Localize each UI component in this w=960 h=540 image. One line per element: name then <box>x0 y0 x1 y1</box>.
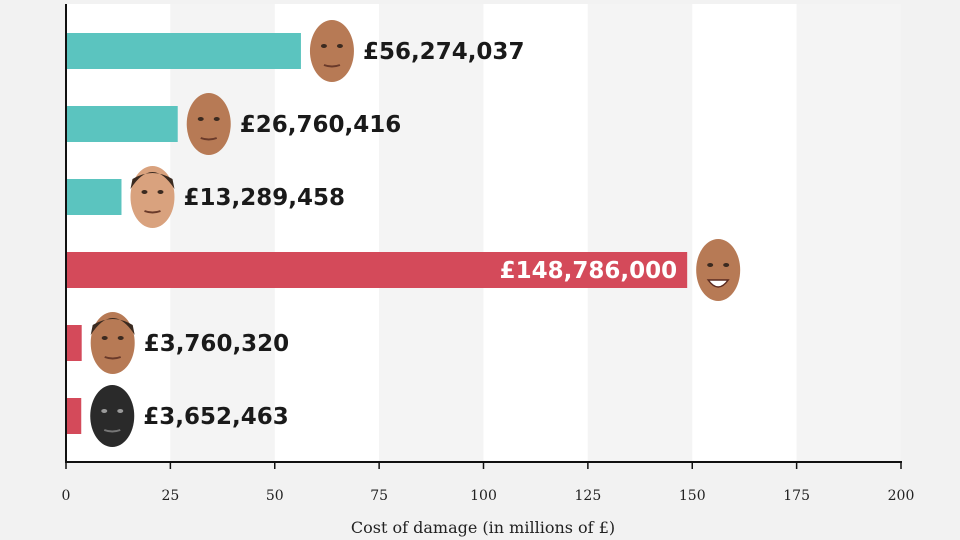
bar <box>66 179 122 215</box>
x-tick-label: 150 <box>679 488 706 504</box>
grid-band <box>66 4 171 462</box>
bar-value-label: £148,786,000 <box>500 258 678 284</box>
x-tick-label: 75 <box>370 488 388 504</box>
bar <box>66 398 82 434</box>
grid-band <box>170 4 275 462</box>
grid-band <box>379 4 484 462</box>
grid-band <box>483 4 588 462</box>
grid-band <box>587 4 693 462</box>
dark-hair-man-face-icon <box>90 312 135 374</box>
bar-group: £26,760,416 <box>66 93 401 155</box>
laughing-man-face-icon <box>696 239 741 301</box>
x-tick-label: 175 <box>783 488 810 504</box>
x-tick-label: 50 <box>266 488 284 504</box>
bar <box>66 252 688 288</box>
bar-value-label: £26,760,416 <box>240 112 402 138</box>
bald-man-face-icon <box>186 93 231 155</box>
bar-value-label: £3,760,320 <box>144 331 290 357</box>
x-axis-ticks: 0 25 50 75 100 125 150 175 200 <box>62 462 915 504</box>
dark-masked-face-icon <box>90 385 135 447</box>
bar-group: £13,289,458 <box>66 166 345 228</box>
x-tick-label: 0 <box>62 488 71 504</box>
bar-group: £56,274,037 <box>66 20 524 82</box>
short-hair-man-face-icon <box>130 166 175 228</box>
bar <box>66 325 82 361</box>
x-axis-title: Cost of damage (in millions of £) <box>351 518 615 537</box>
bar-group: £3,652,463 <box>66 385 289 447</box>
x-tick-label: 125 <box>575 488 602 504</box>
bar-value-label: £56,274,037 <box>363 39 525 65</box>
grid-bands <box>66 4 901 462</box>
bar <box>66 33 301 69</box>
bar-value-label: £13,289,458 <box>183 185 345 211</box>
x-tick-label: 25 <box>161 488 179 504</box>
bar-value-label: £3,652,463 <box>143 404 289 430</box>
bar-group: £148,786,000 <box>66 239 741 301</box>
bar <box>66 106 178 142</box>
bar-group: £3,760,320 <box>66 312 289 374</box>
bald-man-face-icon <box>309 20 354 82</box>
grid-band <box>796 4 901 462</box>
grid-band <box>692 4 797 462</box>
x-tick-label: 100 <box>470 488 497 504</box>
x-tick-label: 200 <box>888 488 915 504</box>
bars: £56,274,037 £26,760,416 £13,289,458 £148,78… <box>66 20 741 447</box>
